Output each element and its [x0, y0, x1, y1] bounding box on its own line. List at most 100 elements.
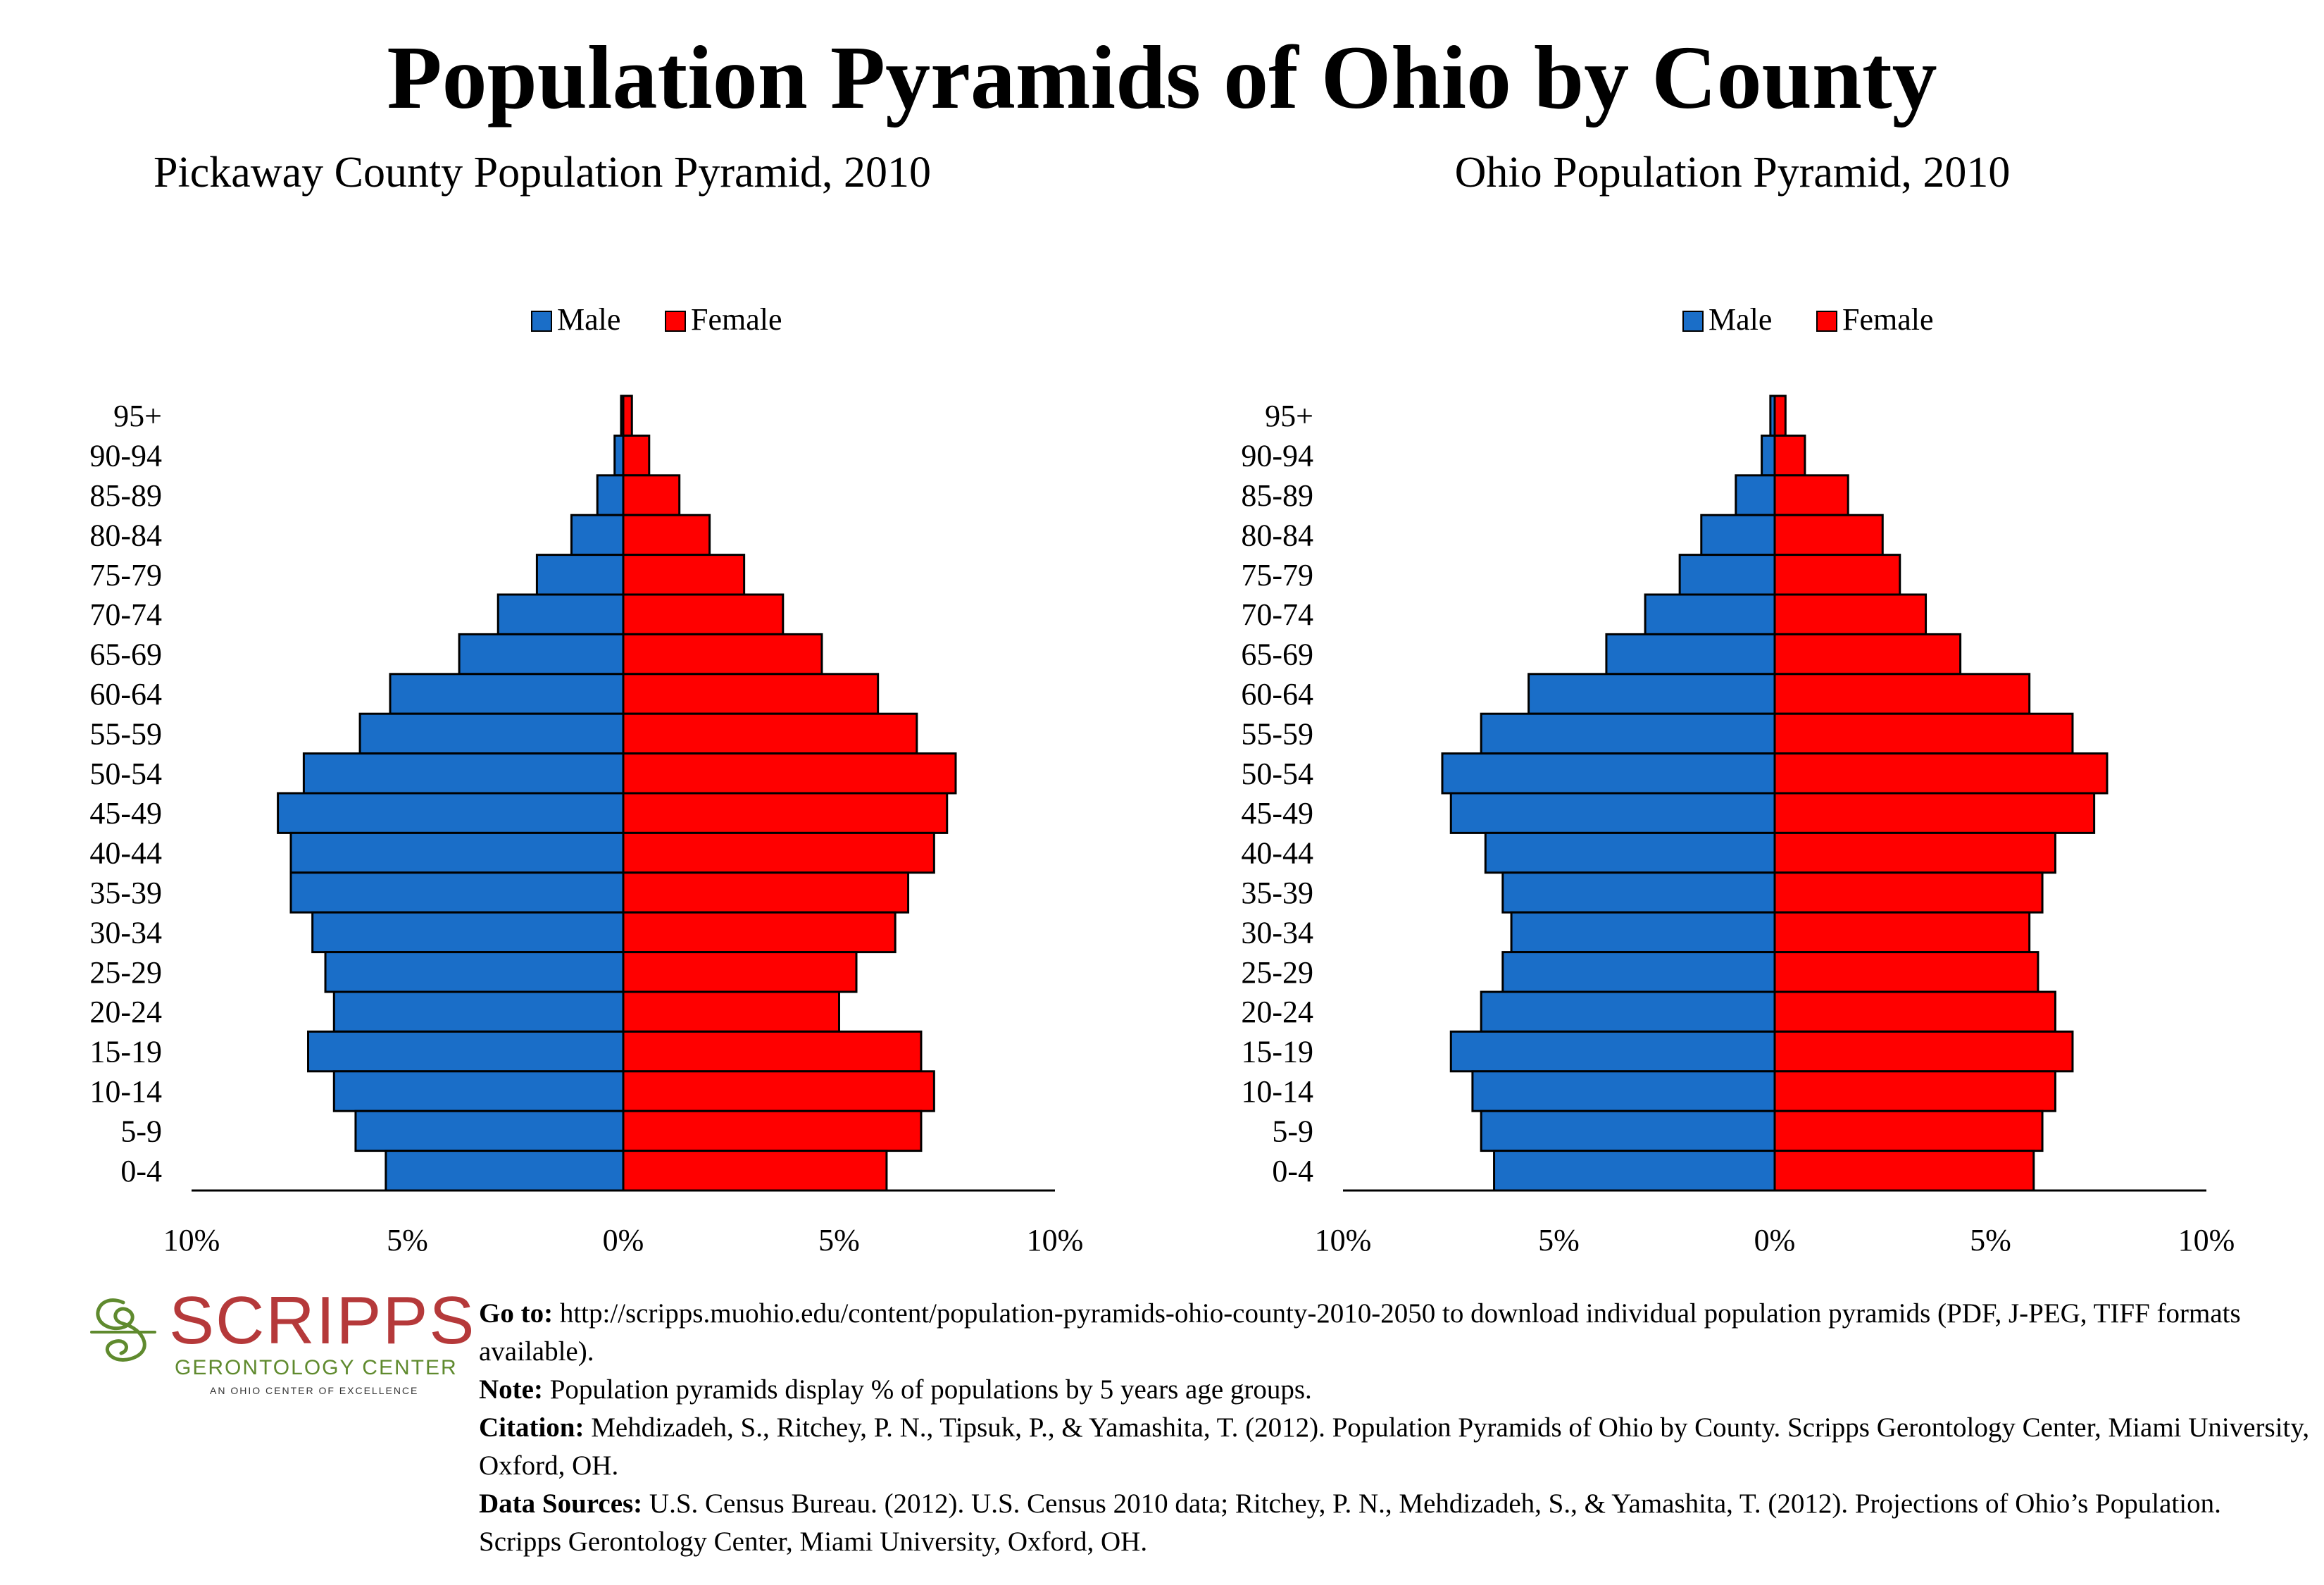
age-label-65-69: 65-69 [1241, 638, 1313, 672]
logo-subtitle: GERONTOLOGY CENTER [175, 1356, 458, 1379]
age-label-15-19: 15-19 [1241, 1035, 1313, 1069]
bar-male-35-39 [1501, 871, 1776, 914]
bar-male-60-64 [1528, 673, 1776, 715]
bar-female-65-69 [622, 633, 823, 676]
bar-male-65-69 [1605, 633, 1776, 676]
x-tick-label: 5% [818, 1223, 860, 1254]
note-data-sources: Data Sources: U.S. Census Bureau. (2012)… [479, 1488, 2221, 1557]
bar-female-35-39 [1773, 871, 2044, 914]
age-label-80-84: 80-84 [1241, 518, 1313, 552]
ohio-pyramid-chart: Male Female 95+ 90-94 85-89 80-84 75-79 70-74 65… [1241, 302, 2235, 1254]
bar-male-20-24 [1480, 990, 1776, 1033]
age-label-35-39: 35-39 [1241, 876, 1313, 910]
bar-male-0-4 [1493, 1150, 1776, 1192]
age-label-65-69: 65-69 [89, 638, 162, 672]
bar-female-40-44 [1773, 831, 2056, 874]
bar-male-0-4 [385, 1150, 625, 1192]
age-label-70-74: 70-74 [1241, 597, 1313, 632]
bar-female-30-34 [1773, 911, 2031, 954]
age-label-60-64: 60-64 [1241, 677, 1313, 711]
bar-female-70-74 [1773, 593, 1928, 635]
bar-female-30-34 [622, 911, 897, 954]
logo-tagline: AN OHIO CENTER OF EXCELLENCE [210, 1385, 419, 1396]
x-tick-label: 0% [603, 1223, 644, 1254]
age-label-15-19: 15-19 [89, 1035, 162, 1069]
bar-female-65-69 [1773, 633, 1962, 676]
legend-male-swatch [1682, 311, 1704, 332]
bar-male-85-89 [1735, 474, 1776, 516]
legend-male-label: Male [557, 302, 620, 337]
footnotes: Go to: http://scripps.muohio.edu/content… [479, 1295, 2310, 1561]
bar-male-60-64 [389, 673, 625, 715]
bar-female-95+ [1773, 394, 1787, 437]
bar-male-50-54 [302, 752, 625, 795]
bar-female-55-59 [622, 712, 918, 755]
age-label-30-34: 30-34 [1241, 915, 1313, 950]
legend-male-label: Male [1708, 302, 1772, 337]
age-label-20-24: 20-24 [89, 995, 162, 1029]
age-label-95+: 95+ [1265, 399, 1313, 433]
bar-female-60-64 [1773, 673, 2031, 715]
bar-female-45-49 [622, 792, 949, 834]
age-label-45-49: 45-49 [89, 796, 162, 831]
bar-female-0-4 [622, 1150, 888, 1192]
logo-wordmark: SCRIPPS [169, 1283, 476, 1358]
age-label-75-79: 75-79 [89, 558, 162, 592]
bar-male-15-19 [307, 1030, 625, 1073]
bar-female-40-44 [622, 831, 935, 874]
bar-male-25-29 [1501, 951, 1776, 993]
bar-female-10-14 [622, 1070, 935, 1112]
age-label-55-59: 55-59 [89, 716, 162, 751]
bar-male-85-89 [596, 474, 625, 516]
bar-male-30-34 [1510, 911, 1776, 954]
age-label-50-54: 50-54 [1241, 757, 1313, 791]
bar-male-5-9 [354, 1110, 625, 1152]
age-label-90-94: 90-94 [89, 439, 162, 473]
bar-female-60-64 [622, 673, 880, 715]
age-label-0-4: 0-4 [120, 1154, 162, 1188]
bar-female-20-24 [1773, 990, 2056, 1033]
bar-female-80-84 [622, 514, 711, 557]
age-label-40-44: 40-44 [89, 836, 162, 871]
bar-male-50-54 [1441, 752, 1776, 795]
x-tick-label: 5% [1970, 1223, 2011, 1254]
bar-female-90-94 [1773, 434, 1806, 477]
bar-male-15-19 [1449, 1030, 1776, 1073]
legend-female-label: Female [691, 302, 782, 337]
bar-male-70-74 [496, 593, 625, 635]
bar-male-80-84 [570, 514, 625, 557]
age-label-35-39: 35-39 [89, 876, 162, 910]
age-label-70-74: 70-74 [89, 597, 162, 632]
bar-female-15-19 [622, 1030, 923, 1073]
bar-female-50-54 [622, 752, 957, 795]
bar-male-55-59 [358, 712, 625, 755]
bar-male-35-39 [289, 871, 625, 914]
x-tick-label: 5% [1538, 1223, 1580, 1254]
legend-female-label: Female [1842, 302, 1934, 337]
age-label-75-79: 75-79 [1241, 558, 1313, 592]
scripps-logo: SCRIPPS GERONTOLOGY CENTER AN OHIO CENTE… [85, 1286, 474, 1405]
age-label-25-29: 25-29 [89, 955, 162, 990]
x-tick-label: 0% [1754, 1223, 1796, 1254]
bar-male-75-79 [535, 554, 625, 596]
age-label-30-34: 30-34 [89, 915, 162, 950]
legend-female-swatch [1816, 311, 1837, 332]
age-label-10-14: 10-14 [1241, 1074, 1313, 1109]
bar-female-20-24 [622, 990, 840, 1033]
bar-male-90-94 [613, 434, 625, 477]
pickaway-pyramid-chart: Male Female 95+ 90-94 85-89 80-84 75-79 70-74 65… [89, 302, 1083, 1254]
legend-male-swatch [531, 311, 552, 332]
bar-female-35-39 [622, 871, 910, 914]
age-label-90-94: 90-94 [1241, 439, 1313, 473]
note-citation: Citation: Mehdizadeh, S., Ritchey, P. N.… [479, 1412, 2310, 1481]
age-label-45-49: 45-49 [1241, 796, 1313, 831]
bar-male-45-49 [1449, 792, 1776, 834]
bar-female-5-9 [622, 1110, 923, 1152]
age-label-5-9: 5-9 [1272, 1114, 1313, 1148]
age-label-40-44: 40-44 [1241, 836, 1313, 871]
bar-male-5-9 [1480, 1110, 1776, 1152]
age-label-20-24: 20-24 [1241, 995, 1313, 1029]
bar-male-70-74 [1644, 593, 1776, 635]
bar-female-55-59 [1773, 712, 2074, 755]
bar-male-80-84 [1700, 514, 1776, 557]
